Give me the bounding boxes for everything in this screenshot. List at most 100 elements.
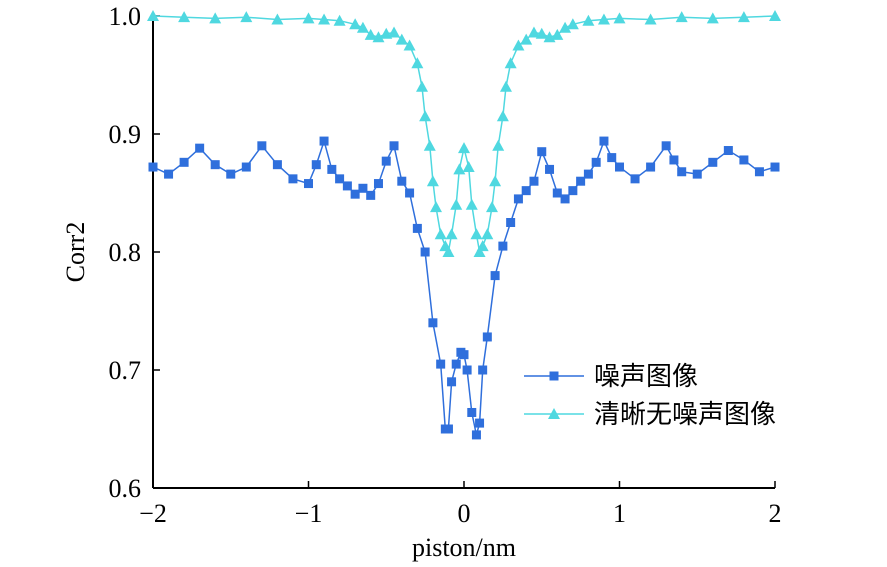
data-point xyxy=(661,141,671,151)
data-point xyxy=(613,12,626,24)
data-point xyxy=(582,14,595,26)
x-tick-label: −1 xyxy=(295,499,323,528)
data-point xyxy=(537,147,547,157)
data-point xyxy=(739,155,749,165)
data-point xyxy=(692,169,702,179)
data-point xyxy=(311,160,321,170)
data-point xyxy=(342,181,352,191)
data-point xyxy=(419,110,432,122)
data-point xyxy=(412,223,422,233)
data-point xyxy=(723,146,733,156)
data-point xyxy=(403,39,416,51)
data-point xyxy=(506,218,516,227)
data-point xyxy=(381,156,391,166)
data-point xyxy=(485,201,498,213)
series-2 xyxy=(147,10,781,257)
data-point xyxy=(395,33,408,45)
data-point xyxy=(646,162,656,172)
legend-item-2: 清晰无噪声图像 xyxy=(524,400,776,430)
data-point xyxy=(498,241,508,251)
data-point xyxy=(366,190,376,200)
data-point xyxy=(513,194,523,204)
data-point xyxy=(443,424,453,434)
data-point xyxy=(210,160,220,170)
y-ticks: 0.6 0.7 0.8 0.9 1.0 xyxy=(109,2,160,503)
data-point xyxy=(148,162,158,172)
x-tick-label: 2 xyxy=(769,499,782,528)
data-point xyxy=(706,12,719,24)
data-point xyxy=(416,80,429,92)
data-point xyxy=(389,141,399,151)
legend-label: 清晰无噪声图像 xyxy=(594,400,776,430)
data-point xyxy=(754,167,764,177)
series-layer xyxy=(147,10,781,440)
data-point xyxy=(462,365,472,375)
data-point xyxy=(471,430,481,440)
data-point xyxy=(520,33,533,45)
data-point xyxy=(615,162,624,172)
x-tick-label: 1 xyxy=(613,499,626,528)
data-point xyxy=(597,13,610,25)
data-point xyxy=(434,228,447,240)
y-tick-label: 0.9 xyxy=(109,120,142,149)
data-point xyxy=(272,160,282,170)
data-point xyxy=(327,164,337,174)
data-point xyxy=(529,176,539,186)
data-point xyxy=(288,174,298,184)
data-point xyxy=(465,198,478,210)
data-point xyxy=(428,318,438,328)
data-point xyxy=(356,21,369,33)
data-point xyxy=(492,139,505,151)
data-point xyxy=(462,161,475,173)
data-point xyxy=(551,28,564,40)
data-point xyxy=(545,164,555,174)
y-tick-label: 0.8 xyxy=(109,238,142,267)
data-point xyxy=(512,39,525,51)
data-point xyxy=(240,11,253,23)
data-point xyxy=(459,350,469,360)
data-point xyxy=(566,18,579,30)
data-point xyxy=(426,175,439,187)
data-point xyxy=(319,136,329,146)
data-point xyxy=(770,162,780,172)
legend-item-1: 噪声图像 xyxy=(524,362,698,392)
data-point xyxy=(411,57,424,69)
data-point xyxy=(496,110,509,122)
data-point xyxy=(451,359,461,369)
data-point xyxy=(388,26,401,38)
data-point xyxy=(350,189,360,199)
series-line xyxy=(152,15,776,255)
data-point xyxy=(473,246,486,257)
data-point xyxy=(397,176,407,186)
data-point xyxy=(209,12,222,24)
data-point xyxy=(481,228,494,240)
data-point xyxy=(769,10,781,21)
data-point xyxy=(607,153,617,163)
y-tick-label: 0.6 xyxy=(109,474,142,503)
data-point xyxy=(489,175,502,187)
data-point xyxy=(499,80,512,92)
data-point xyxy=(521,186,531,196)
data-point xyxy=(560,194,570,204)
data-point xyxy=(335,174,345,184)
data-point xyxy=(475,418,485,428)
data-point xyxy=(458,142,470,154)
y-axis-label: Corr2 xyxy=(61,222,90,283)
data-point xyxy=(420,247,430,257)
data-point xyxy=(504,57,517,69)
x-tick-label: 0 xyxy=(458,499,471,528)
data-point xyxy=(476,240,489,252)
data-point xyxy=(568,186,578,196)
data-point xyxy=(677,167,687,177)
x-tick-label: −2 xyxy=(139,499,167,528)
data-point xyxy=(644,13,657,25)
legend-marker xyxy=(549,371,559,381)
data-point xyxy=(737,11,750,23)
data-point xyxy=(535,27,548,39)
data-point xyxy=(436,359,446,369)
data-point xyxy=(630,174,640,184)
data-point xyxy=(559,21,572,33)
data-point xyxy=(358,183,368,193)
data-point xyxy=(430,201,443,213)
